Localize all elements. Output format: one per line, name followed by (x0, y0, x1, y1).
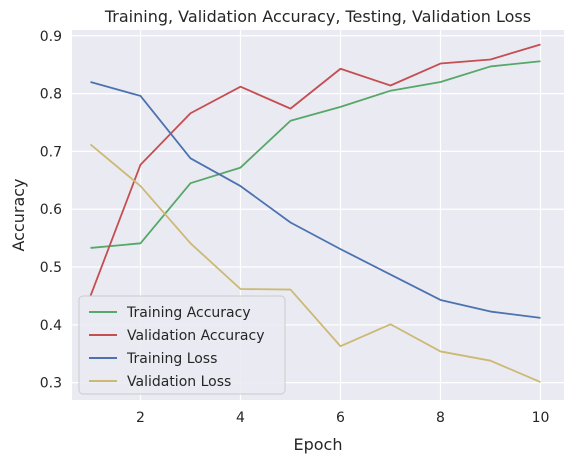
y-axis-label: Accuracy (9, 178, 28, 251)
x-tick-labels: 2 4 6 8 10 (136, 410, 549, 426)
legend-label: Training Loss (126, 351, 217, 367)
legend-label: Validation Accuracy (127, 328, 265, 344)
y-tick-labels: 0.3 0.4 0.5 0.6 0.7 0.8 0.9 (40, 29, 62, 392)
y-tick-label: 0.8 (40, 87, 62, 103)
legend: Training Accuracy Validation Accuracy Trai… (78, 295, 286, 395)
y-tick-label: 0.7 (40, 144, 62, 160)
y-tick-label: 0.6 (40, 202, 62, 218)
x-tick-label: 10 (532, 410, 550, 426)
series-line-training-accuracy (90, 60, 541, 249)
chart-title: Training, Validation Accuracy, Testing, … (104, 7, 531, 26)
grid (72, 30, 564, 400)
x-tick-label: 8 (436, 410, 445, 426)
x-axis-label: Epoch (294, 435, 343, 454)
x-tick-label: 6 (336, 410, 345, 426)
y-tick-label: 0.5 (40, 260, 62, 276)
legend-box (78, 295, 286, 395)
legend-label: Validation Loss (127, 374, 231, 390)
series-line-training-loss (90, 81, 541, 319)
legend-label: Training Accuracy (126, 305, 251, 321)
series-lines (89, 43, 541, 383)
series-line-validation-loss (89, 143, 541, 383)
y-tick-label: 0.3 (40, 376, 62, 392)
y-tick-label: 0.9 (40, 29, 62, 45)
x-tick-label: 4 (236, 410, 245, 426)
y-tick-label: 0.4 (40, 318, 62, 334)
x-tick-label: 2 (136, 410, 145, 426)
series-line-validation-accuracy (89, 43, 541, 297)
